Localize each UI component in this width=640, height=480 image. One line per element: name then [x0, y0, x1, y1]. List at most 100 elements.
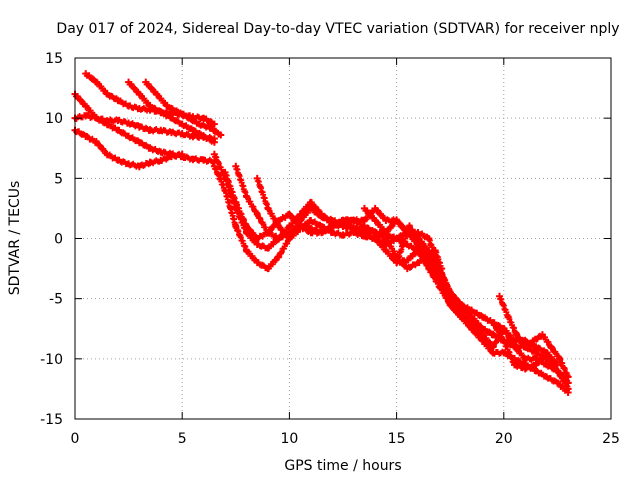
data-point: [264, 244, 272, 252]
data-point: [157, 126, 165, 134]
data-point: [371, 216, 379, 224]
data-point: [457, 301, 465, 309]
data-point: [468, 313, 476, 321]
data-point: [307, 198, 315, 206]
data-point: [478, 313, 486, 321]
data-point: [253, 259, 261, 267]
data-point: [200, 132, 208, 140]
data-point: [232, 162, 240, 170]
x-tick-label: 10: [280, 431, 298, 447]
data-point: [185, 114, 193, 122]
data-point: [157, 148, 165, 156]
data-point: [382, 247, 390, 255]
data-point: [511, 337, 519, 345]
data-point: [114, 117, 122, 125]
x-tick-label: 25: [602, 431, 620, 447]
data-point: [92, 138, 100, 146]
data-point: [243, 222, 251, 230]
data-point: [382, 241, 390, 249]
data-point: [167, 153, 175, 161]
series-track-13: [496, 292, 572, 381]
data-point: [399, 241, 407, 249]
data-point: [412, 235, 420, 242]
x-axis-label: GPS time / hours: [284, 458, 401, 474]
data-point: [425, 259, 433, 267]
data-point: [178, 150, 186, 158]
data-point: [285, 235, 293, 242]
data-point: [489, 331, 497, 339]
data-point: [200, 114, 208, 122]
data-point: [92, 114, 100, 122]
data-point: [318, 222, 326, 230]
data-point: [82, 70, 90, 78]
data-point: [318, 210, 326, 218]
data-point: [157, 108, 165, 116]
data-point: [532, 349, 540, 357]
data-point: [371, 228, 379, 236]
data-point: [243, 192, 251, 200]
data-point: [360, 204, 368, 212]
data-point: [489, 319, 497, 327]
data-point: [543, 349, 551, 357]
data-point: [221, 168, 229, 176]
data-point: [167, 129, 175, 137]
data-point: [135, 105, 143, 113]
data-point: [360, 222, 368, 230]
data-point: [157, 156, 165, 164]
data-point: [125, 160, 133, 168]
data-point: [431, 247, 439, 255]
data-point: [135, 90, 143, 98]
data-point: [146, 159, 154, 167]
data-point: [210, 138, 218, 146]
data-point: [82, 112, 90, 120]
data-point: [513, 331, 521, 339]
y-tick-label: 15: [45, 51, 63, 67]
data-point: [217, 131, 225, 139]
data-point: [521, 364, 529, 372]
data-point: [446, 289, 454, 297]
data-point: [146, 144, 154, 152]
y-tick-label: -5: [49, 292, 63, 308]
data-point: [339, 231, 347, 239]
data-point: [521, 355, 529, 363]
data-point: [210, 150, 218, 158]
data-point: [114, 96, 122, 104]
data-point: [103, 90, 111, 98]
data-point: [382, 228, 390, 236]
data-point: [496, 292, 504, 300]
data-point: [135, 138, 143, 146]
data-point: [253, 210, 261, 218]
data-point: [553, 379, 561, 387]
data-point: [564, 373, 572, 381]
data-point: [103, 117, 111, 125]
data-point: [511, 343, 519, 351]
data-point: [103, 150, 111, 158]
series-track-15: [393, 222, 446, 273]
data-point: [478, 325, 486, 333]
data-point: [393, 235, 401, 242]
data-point: [553, 367, 561, 375]
data-point: [532, 367, 540, 375]
data-point: [504, 313, 512, 321]
data-point: [146, 102, 154, 110]
data-point: [264, 204, 272, 212]
y-axis-label: SDTVAR / TECUs: [7, 181, 23, 296]
data-point: [446, 301, 454, 309]
data-point: [125, 102, 133, 110]
data-point: [275, 222, 283, 230]
data-point: [125, 119, 133, 127]
data-point: [253, 235, 261, 242]
data-point: [174, 108, 182, 116]
data-point: [556, 355, 564, 363]
data-point: [178, 130, 186, 138]
data-point: [500, 349, 508, 357]
data-point: [152, 90, 160, 98]
data-point: [232, 222, 240, 230]
y-tick-label: -15: [40, 412, 63, 428]
data-point: [163, 102, 171, 110]
data-point: [210, 120, 218, 128]
data-point: [307, 216, 315, 224]
data-point: [511, 361, 519, 369]
data-point: [82, 102, 90, 110]
data-point: [371, 235, 379, 242]
